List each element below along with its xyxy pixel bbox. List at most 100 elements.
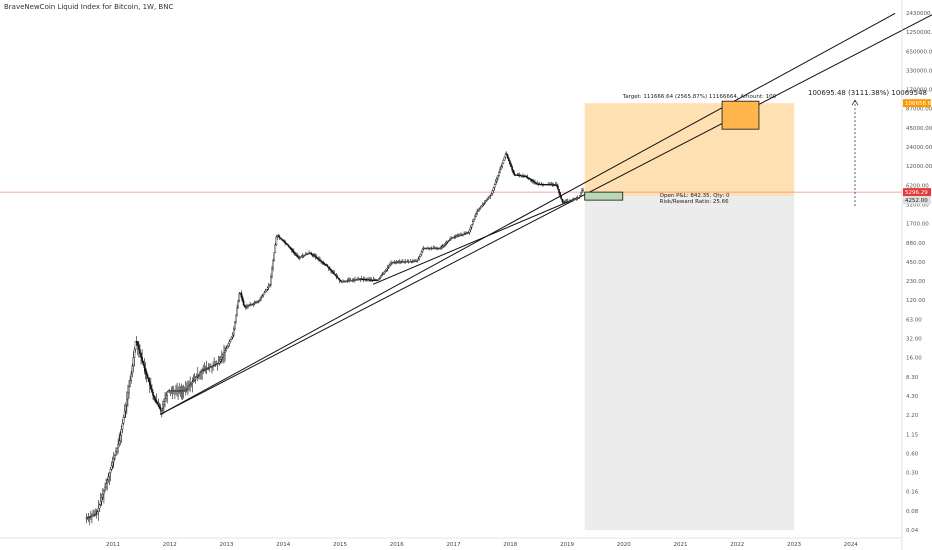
y-tick-label: 45000.00 <box>906 126 932 132</box>
candle <box>199 372 201 375</box>
candle <box>228 341 231 345</box>
y-tick-label: 87000.00 <box>906 107 932 113</box>
candle <box>339 280 342 282</box>
candle <box>134 341 137 350</box>
candle <box>481 204 484 207</box>
candle <box>440 246 442 249</box>
candle <box>557 185 559 190</box>
candle <box>450 238 452 240</box>
candle <box>151 388 153 393</box>
candle <box>383 271 386 274</box>
trendline-2[interactable] <box>159 12 896 415</box>
candle <box>529 178 532 181</box>
candle <box>237 300 239 309</box>
candle <box>418 256 421 260</box>
y-tick-label: 0.30 <box>906 471 919 477</box>
candle <box>505 153 508 156</box>
candle <box>271 268 273 277</box>
candle <box>508 157 510 162</box>
candle <box>123 410 126 418</box>
y-tick-label: 6200.00 <box>906 183 929 189</box>
candle <box>489 195 492 198</box>
candle <box>580 192 582 196</box>
candle <box>129 380 131 388</box>
candle <box>494 181 497 185</box>
candle <box>506 154 509 159</box>
chart-title: BraveNewCoin Liquid Index for Bitcoin, 1… <box>4 3 174 11</box>
candle <box>442 245 445 247</box>
candle <box>499 169 501 173</box>
candle <box>386 267 389 270</box>
candle <box>318 258 320 261</box>
candle <box>327 266 330 269</box>
candle <box>329 268 331 270</box>
y-tick-label: 0.08 <box>906 509 919 515</box>
y-tick-label: 8.30 <box>906 375 919 381</box>
candle <box>138 345 140 350</box>
candle <box>471 221 474 225</box>
candle <box>189 384 191 386</box>
candle <box>492 187 495 192</box>
target-price-tag-bg <box>903 99 931 108</box>
candle <box>416 260 418 262</box>
candle <box>122 416 125 424</box>
trendline-3[interactable] <box>372 197 578 285</box>
candle <box>491 190 494 195</box>
candle <box>160 407 163 411</box>
candle <box>293 251 295 253</box>
candle <box>224 350 226 353</box>
y-tick-label: 0.16 <box>906 490 919 496</box>
candle <box>261 295 263 298</box>
x-tick-label: 2015 <box>333 542 347 548</box>
candle <box>220 356 223 360</box>
candle <box>314 256 317 258</box>
y-tick-label: 1250000.00 <box>906 30 932 36</box>
candle <box>278 236 281 239</box>
candle <box>473 218 475 222</box>
candle <box>127 392 129 400</box>
candle <box>263 292 266 295</box>
candle <box>486 199 488 201</box>
candle <box>230 337 233 340</box>
stop-zone <box>584 196 795 530</box>
candle <box>165 395 167 399</box>
x-tick-label: 2012 <box>163 542 177 548</box>
candle <box>110 465 113 470</box>
candle <box>235 314 237 323</box>
candle <box>496 178 498 182</box>
candle <box>484 201 486 204</box>
candle <box>115 451 117 456</box>
candle <box>331 270 333 273</box>
candle <box>525 175 528 178</box>
candle <box>196 375 199 377</box>
candle <box>379 277 381 279</box>
candle <box>468 229 471 233</box>
candle <box>240 292 243 298</box>
candle <box>528 178 531 180</box>
target-box[interactable] <box>721 100 760 130</box>
candle <box>419 253 422 257</box>
candle <box>439 247 441 250</box>
candle <box>232 328 235 336</box>
x-tick-label: 2019 <box>560 542 574 548</box>
candle <box>384 270 387 272</box>
x-tick-label: 2014 <box>276 542 290 548</box>
candle <box>477 209 480 212</box>
candle <box>190 382 193 385</box>
candle <box>447 240 450 242</box>
y-tick-label: 24000.00 <box>906 145 932 151</box>
candle <box>527 177 530 179</box>
candle <box>577 197 580 199</box>
candle <box>265 289 268 292</box>
candle <box>285 242 287 244</box>
candle <box>578 195 581 198</box>
y-tick-label: 230.00 <box>906 279 926 285</box>
entry-box[interactable] <box>584 191 624 201</box>
candle <box>270 276 272 285</box>
target-zone <box>584 103 795 197</box>
x-tick-label: 2021 <box>674 542 688 548</box>
candle <box>262 294 265 297</box>
y-tick-label: 120.00 <box>906 298 926 304</box>
trendline-1[interactable] <box>160 13 932 415</box>
